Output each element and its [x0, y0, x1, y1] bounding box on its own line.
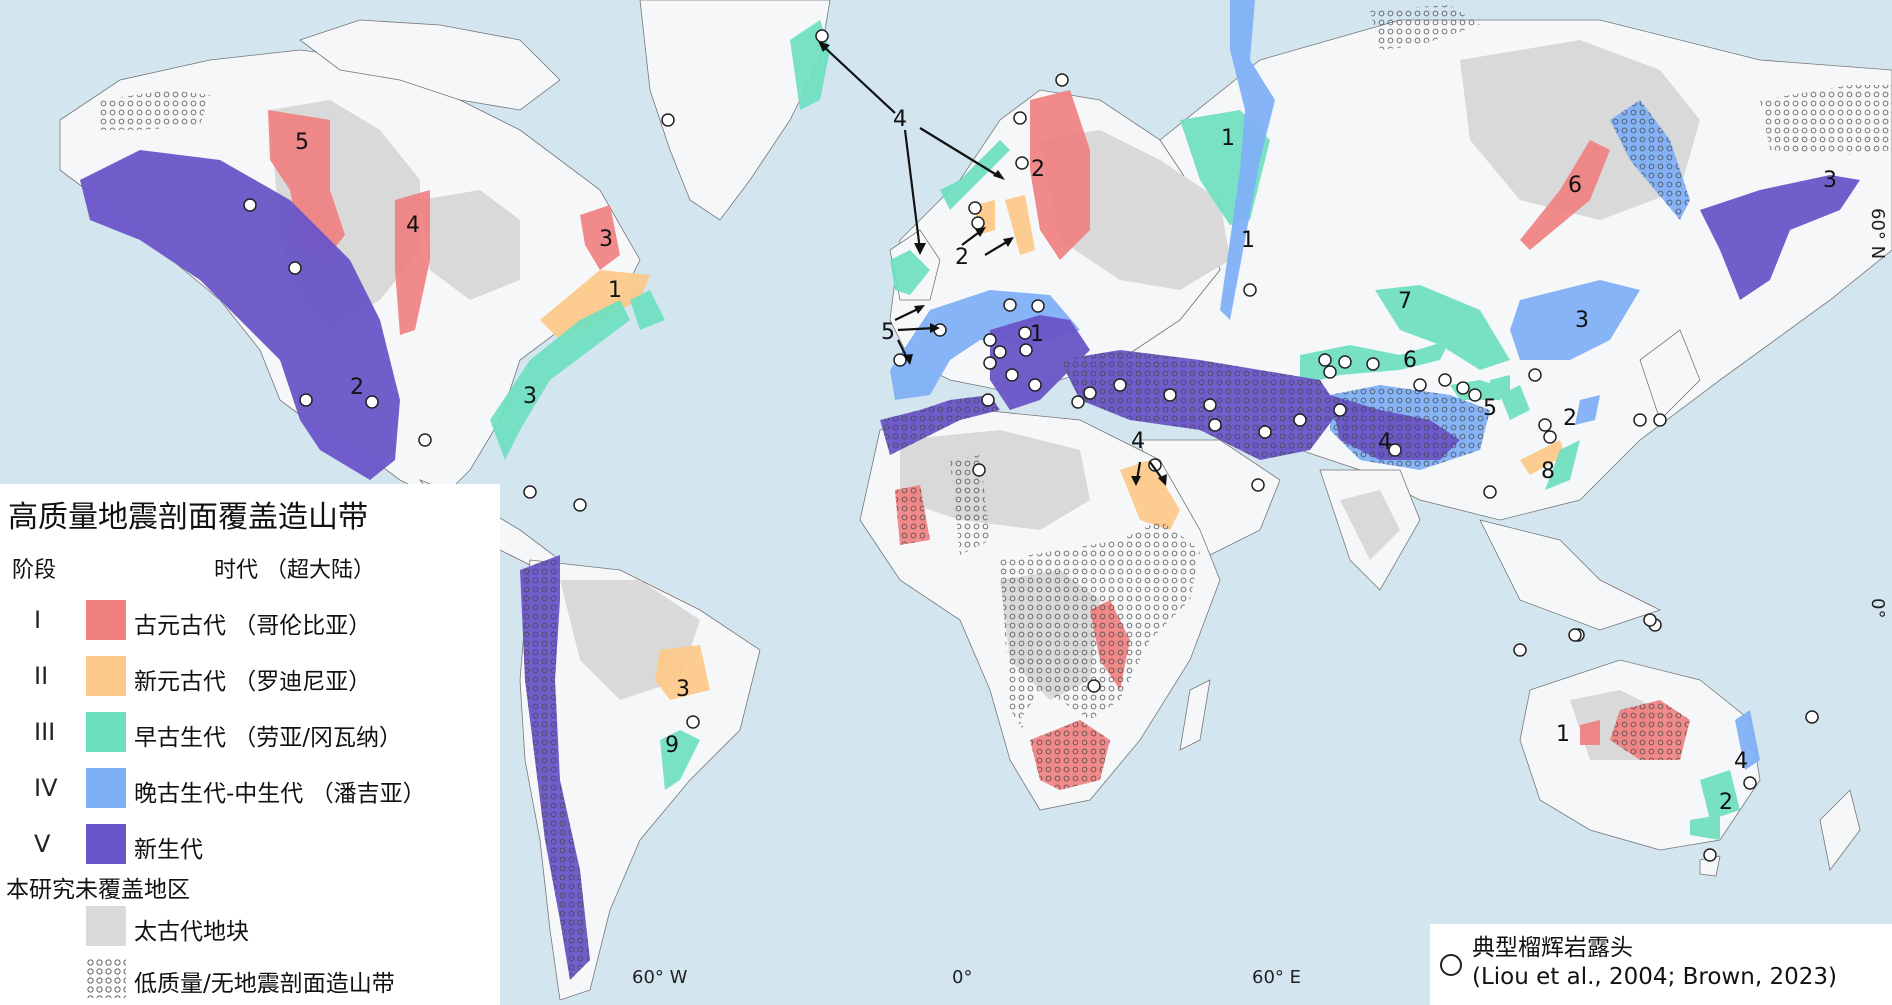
legend-title: 高质量地震剖面覆盖造山带: [8, 500, 368, 535]
se-asia: [1479, 519, 1662, 631]
region-label-ar4: 4: [1131, 429, 1145, 454]
arctic-islands: [299, 19, 561, 111]
lat-0-label: 0°: [1867, 598, 1888, 618]
stage-roman: I: [34, 606, 42, 634]
outcrop-circle-icon: [1440, 954, 1462, 976]
stage-label: 新生代: [134, 837, 203, 863]
region-label-na3b: 3: [523, 384, 537, 409]
region-label-au2: 2: [1719, 790, 1733, 815]
stage-header: 阶段: [12, 558, 57, 583]
region-label-na1: 1: [608, 278, 622, 303]
legend-row-stage-v: V 新生代: [0, 824, 500, 864]
region-label-as5: 5: [1483, 396, 1497, 421]
region-label-as6: 6: [1403, 348, 1417, 373]
region-label-na4: 4: [406, 213, 420, 238]
legend-row-stage-iii: III 早古生代 （劳亚/冈瓦纳）: [0, 712, 500, 752]
region-label-au1: 1: [1556, 722, 1570, 747]
lon-60e-label: 60° E: [1252, 967, 1301, 988]
stage-label: 晚古生代-中生代 （潘吉亚）: [134, 781, 426, 807]
low-quality-swatch: [86, 958, 126, 998]
region-label-ru1b: 1: [1241, 228, 1255, 253]
region-label-as7: 7: [1398, 289, 1412, 314]
low-quality-orogens: [100, 5, 1892, 980]
japan: [1639, 329, 1701, 421]
archean-label: 太古代地块: [134, 919, 249, 945]
region-label-eu4: 4: [893, 107, 907, 132]
axis-labels: 60° W 0° 60° E 60° N 0°: [632, 208, 1888, 988]
outcrop-citation: (Liou et al., 2004; Brown, 2023): [1472, 964, 1837, 990]
new-zealand: [1819, 789, 1861, 871]
region-label-as3b: 3: [1823, 168, 1837, 193]
stage-label: 古元古代 （哥伦比亚）: [134, 613, 372, 639]
lat-60n-label: 60° N: [1867, 208, 1888, 259]
legend-row-low-quality: 低质量/无地震剖面造山带: [0, 958, 500, 998]
legend-row-stage-ii: II 新元古代 （罗迪尼亚）: [0, 656, 500, 696]
stage-roman: III: [34, 718, 56, 746]
region-label-ru1: 1: [1221, 126, 1235, 151]
outcrop-label: 典型榴辉岩露头: [1472, 935, 1633, 961]
legend-row-stage-i: I 古元古代 （哥伦比亚）: [0, 600, 500, 640]
stage-ii-orogens: [540, 195, 1565, 700]
madagascar: [1179, 679, 1211, 751]
stage-roman: IV: [34, 774, 58, 802]
stage-ii-swatch: [86, 656, 126, 696]
not-covered-title: 本研究未覆盖地区: [6, 877, 190, 903]
eclogite-outcrops: [243, 29, 1819, 862]
legend-row-stage-iv: IV 晚古生代-中生代 （潘吉亚）: [0, 768, 500, 808]
stage-label: 新元古代 （罗迪尼亚）: [134, 669, 372, 695]
stage-roman: V: [34, 830, 51, 858]
region-label-na3: 3: [599, 227, 613, 252]
region-label-sa9: 9: [665, 733, 679, 758]
region-label-na5: 5: [295, 130, 309, 155]
region-label-as8: 8: [1541, 459, 1555, 484]
region-label-au4: 4: [1734, 749, 1748, 774]
region-label-as3: 3: [1575, 308, 1589, 333]
era-header: 时代 （超大陆）: [214, 558, 375, 583]
arrows: [821, 44, 1164, 481]
low-quality-label: 低质量/无地震剖面造山带: [134, 971, 395, 997]
region-label-sa3: 3: [676, 677, 690, 702]
stage-roman: II: [34, 662, 49, 690]
stage-label: 早古生代 （劳亚/冈瓦纳）: [134, 725, 403, 751]
stage-v-swatch: [86, 824, 126, 864]
region-label-as4: 4: [1378, 430, 1392, 455]
stage-i-swatch: [86, 600, 126, 640]
region-label-eu2b: 2: [955, 245, 969, 270]
outcrop-legend: 典型榴辉岩露头 (Liou et al., 2004; Brown, 2023): [1430, 924, 1892, 1005]
stage-iii-swatch: [86, 712, 126, 752]
region-label-as2: 2: [1563, 406, 1577, 431]
region-label-eu2: 2: [1031, 157, 1045, 182]
legend-row-archean: 太古代地块: [0, 906, 500, 946]
lon-0-label: 0°: [952, 967, 972, 988]
stage-iv-swatch: [86, 768, 126, 808]
region-label-na2: 2: [350, 375, 364, 400]
arrowheads: [818, 41, 1167, 486]
region-label-eu1: 1: [1030, 322, 1044, 347]
region-label-eu5: 5: [881, 320, 895, 345]
archean-swatch: [86, 906, 126, 946]
region-label-as6b: 6: [1568, 173, 1582, 198]
legend: 高质量地震剖面覆盖造山带 阶段 时代 （超大陆） I 古元古代 （哥伦比亚） I…: [0, 484, 500, 1005]
lon-60w-label: 60° W: [632, 967, 688, 988]
region-numbers: 5 4 3 1 3 2 4 2 2 5 1 1 1 4 7 6 5 4 2 8 …: [295, 107, 1837, 815]
